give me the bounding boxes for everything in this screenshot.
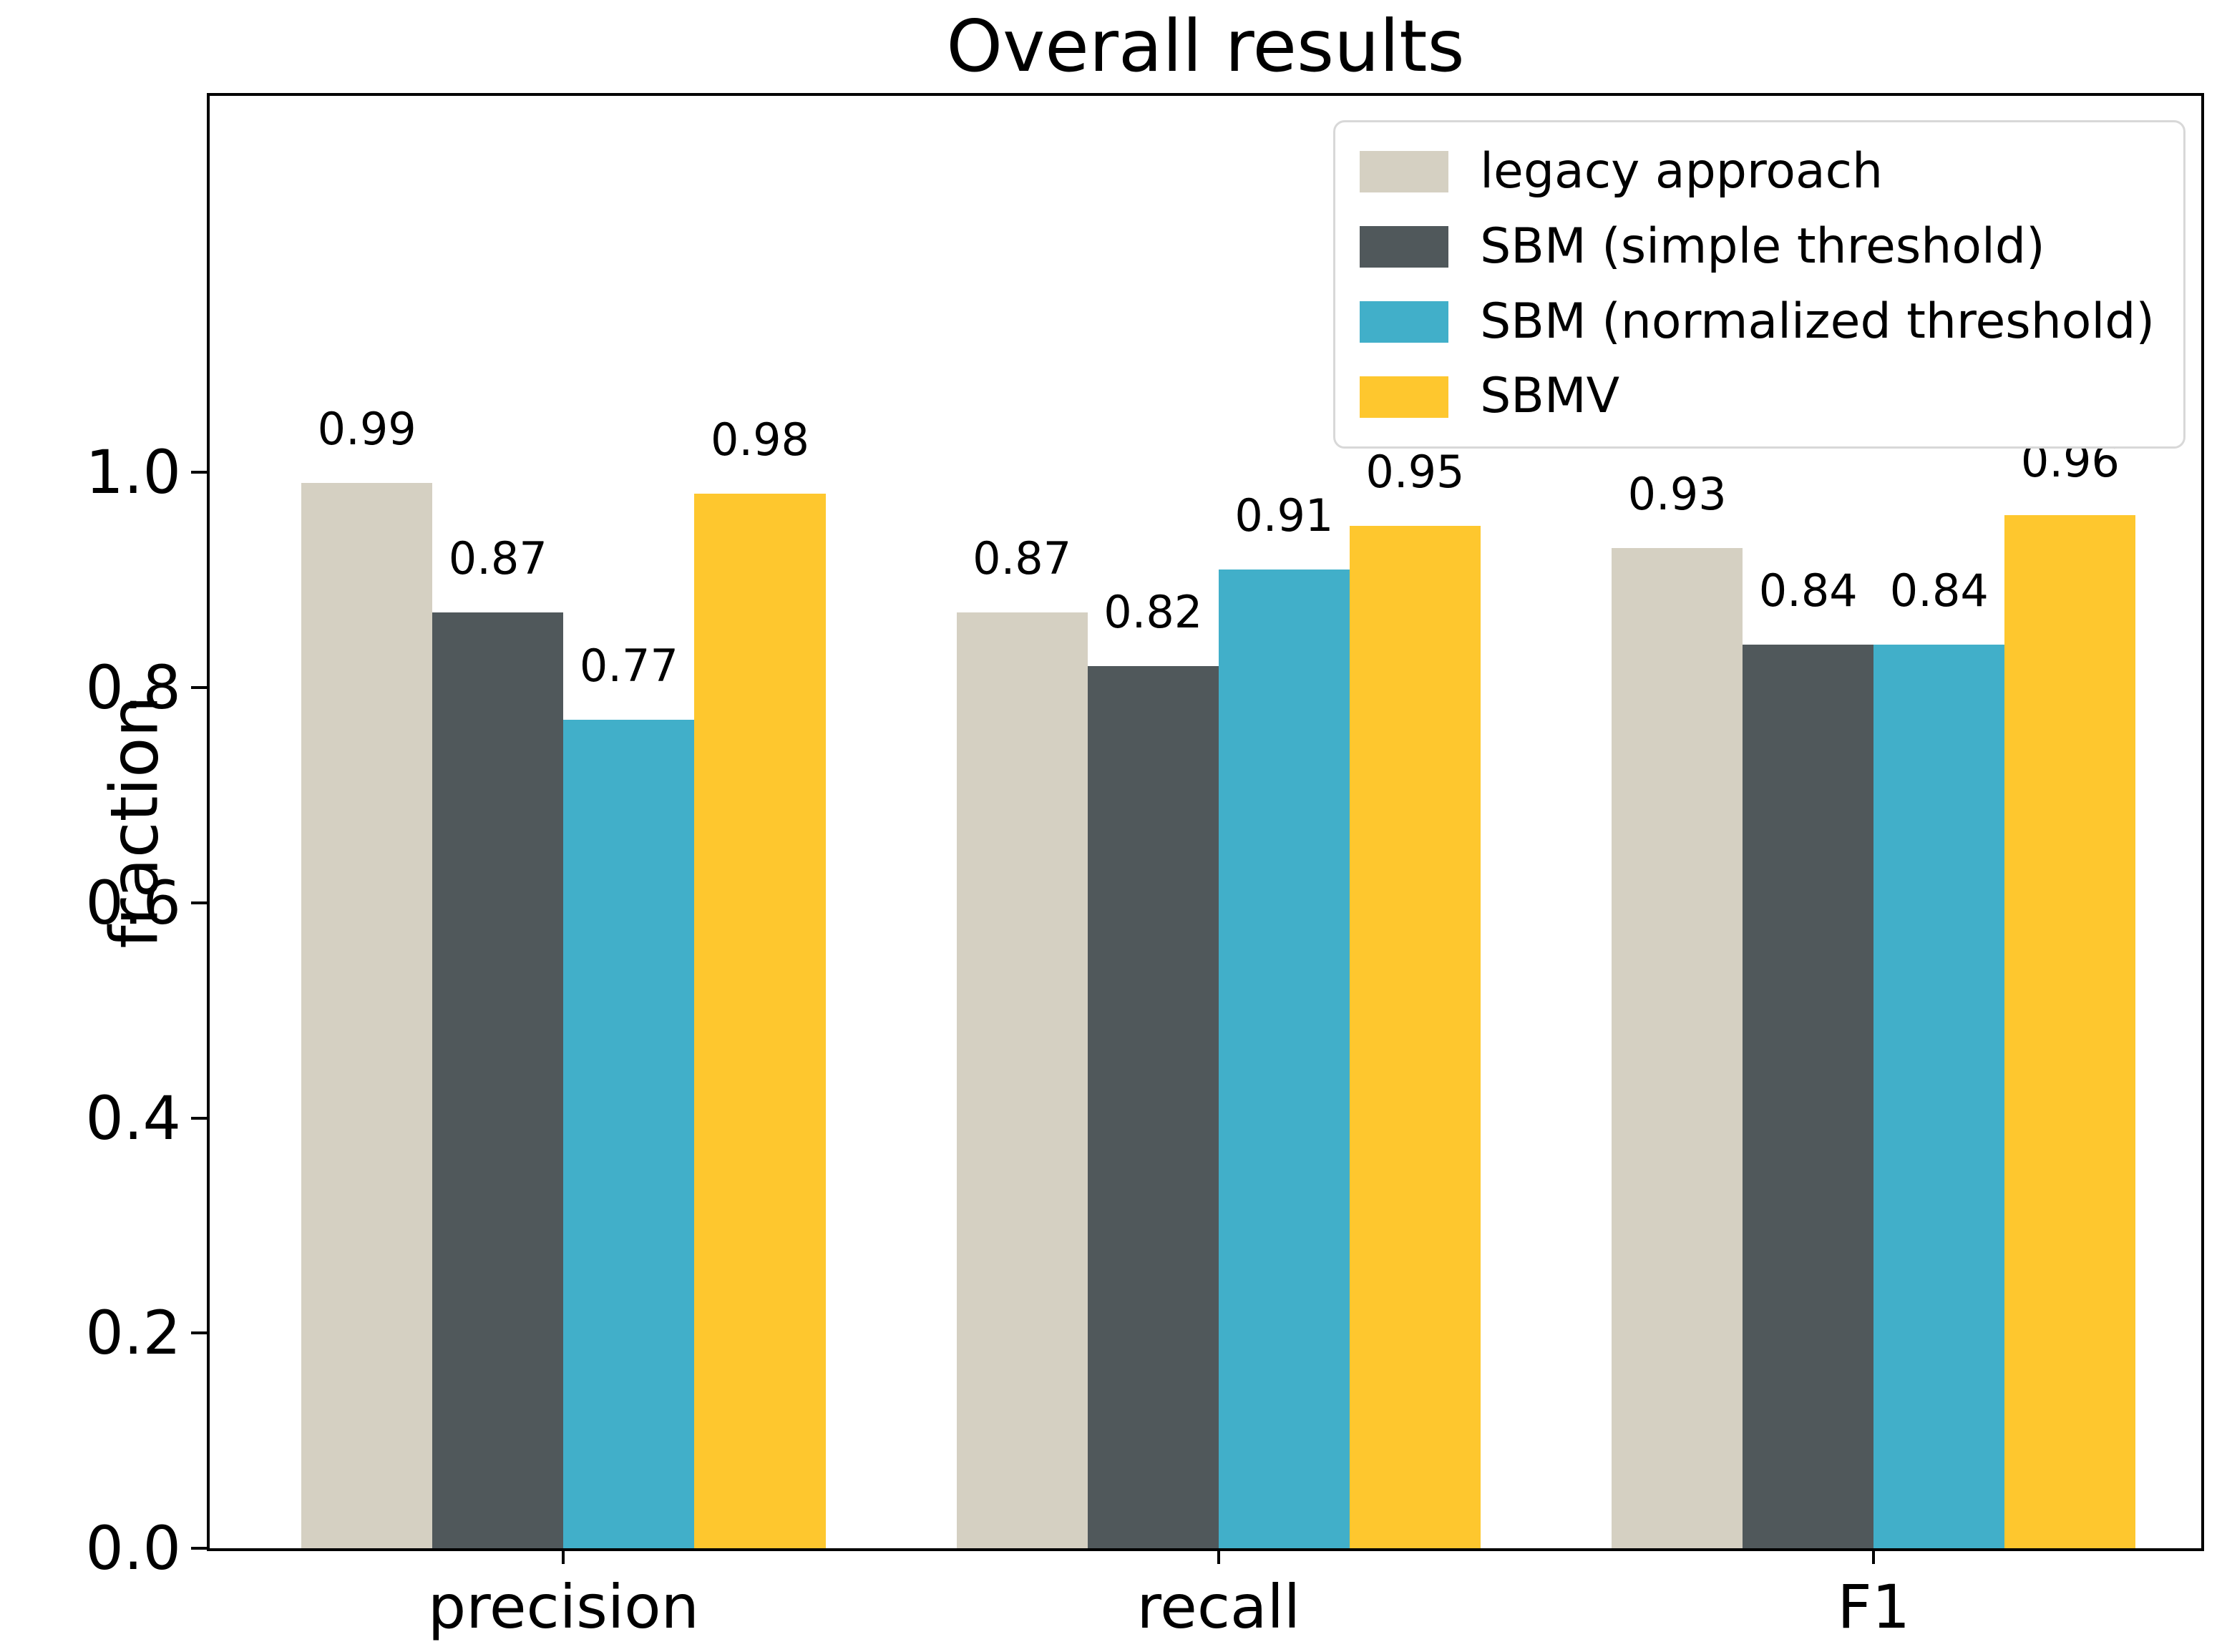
legend-label-legacy-approach: legacy approach (1480, 143, 1884, 200)
bar-f1-sbm-simple-threshold (1743, 644, 1874, 1548)
x-tick-label-precision: precision (427, 1572, 699, 1642)
legend-swatch-sbm-normalized-threshold (1360, 300, 1449, 343)
y-tick-mark-0.2 (191, 1331, 207, 1335)
y-tick-mark-0.4 (191, 1116, 207, 1120)
legend-swatch-legacy-approach (1360, 151, 1449, 193)
legend-swatch-sbm-simple-threshold (1360, 226, 1449, 268)
legend-swatch-sbmv (1360, 376, 1449, 418)
bar-recall-sbmv (1349, 526, 1481, 1548)
y-tick-mark-0.0 (191, 1547, 207, 1550)
legend-item-legacy-approach: legacy approach (1360, 145, 2155, 199)
legend-item-sbm-normalized-threshold: SBM (normalized threshold) (1360, 295, 2155, 349)
y-tick-label-0.4: 0.4 (85, 1082, 181, 1153)
bar-value-label-recall-sbm-simple-threshold: 0.82 (1103, 585, 1203, 638)
bar-value-label-f1-legacy-approach: 0.93 (1627, 467, 1727, 520)
legend-label-sbm-normalized-threshold: SBM (normalized threshold) (1480, 293, 2155, 350)
x-tick-mark-precision (562, 1548, 565, 1564)
y-tick-label-0.6: 0.6 (85, 867, 181, 938)
legend-item-sbm-simple-threshold: SBM (simple threshold) (1360, 220, 2155, 274)
y-tick-label-0.0: 0.0 (85, 1513, 181, 1583)
bar-value-label-recall-sbmv: 0.95 (1365, 446, 1465, 499)
bar-precision-legacy-approach (301, 483, 433, 1548)
y-tick-mark-0.6 (191, 901, 207, 904)
y-tick-label-0.8: 0.8 (85, 653, 181, 723)
bar-f1-legacy-approach (1612, 547, 1743, 1548)
bar-recall-sbm-simple-threshold (1087, 665, 1219, 1548)
bar-recall-sbm-normalized-threshold (1218, 569, 1350, 1548)
bar-value-label-f1-sbm-normalized-threshold: 0.84 (1889, 564, 1989, 617)
x-tick-mark-f1 (1872, 1548, 1876, 1564)
x-tick-label-recall: recall (1136, 1572, 1301, 1642)
y-tick-mark-0.8 (191, 686, 207, 690)
y-tick-label-1.0: 1.0 (85, 437, 181, 508)
bar-value-label-precision-legacy-approach: 0.99 (317, 403, 416, 456)
bar-value-label-recall-sbm-normalized-threshold: 0.91 (1234, 489, 1334, 542)
bar-value-label-precision-sbm-normalized-threshold: 0.77 (579, 640, 678, 693)
legend-label-sbmv: SBMV (1480, 368, 1620, 425)
bar-precision-sbmv (694, 494, 826, 1548)
chart-title: Overall results (946, 4, 1465, 88)
legend: legacy approach SBM (simple threshold) SBM… (1333, 120, 2185, 449)
x-tick-mark-recall (1217, 1548, 1220, 1564)
x-tick-label-f1: F1 (1837, 1572, 1911, 1642)
legend-item-sbmv: SBMV (1360, 370, 2155, 424)
bar-recall-legacy-approach (956, 612, 1088, 1548)
bar-precision-sbm-simple-threshold (432, 612, 564, 1548)
plot-area: 0.0 0.2 0.4 0.6 0.8 1.0 precision recall F1 0.9… (85, 93, 2204, 1640)
bar-value-label-f1-sbm-simple-threshold: 0.84 (1758, 564, 1858, 617)
bar-value-label-precision-sbmv: 0.98 (710, 414, 810, 466)
bar-precision-sbm-normalized-threshold (563, 720, 695, 1548)
bar-f1-sbm-normalized-threshold (1873, 644, 2005, 1548)
legend-label-sbm-simple-threshold: SBM (simple threshold) (1480, 218, 2045, 275)
y-tick-mark-1.0 (191, 471, 207, 474)
bar-value-label-precision-sbm-simple-threshold: 0.87 (448, 532, 547, 585)
y-tick-label-0.2: 0.2 (85, 1298, 181, 1369)
bar-f1-sbmv (2004, 515, 2136, 1548)
bar-value-label-recall-legacy-approach: 0.87 (973, 532, 1072, 585)
